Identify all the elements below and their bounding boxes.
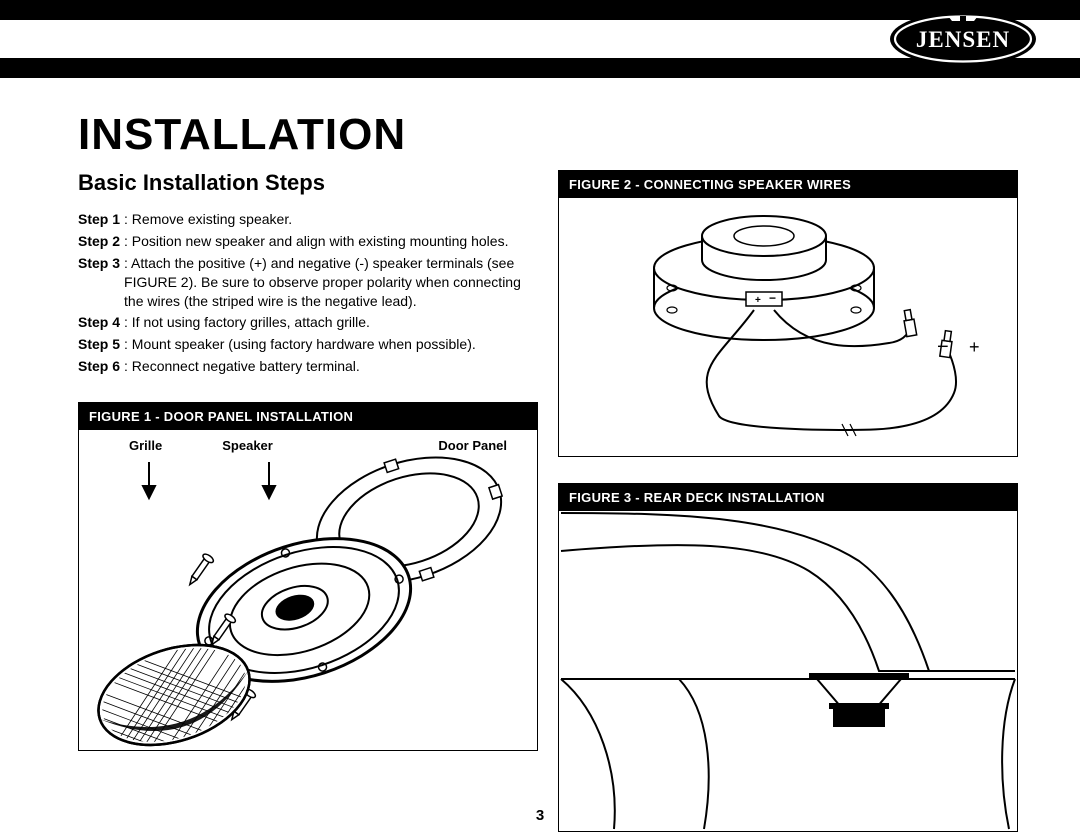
figure-2-minus: −: [937, 336, 949, 358]
step-label: Step 1: [78, 210, 120, 229]
step-text: : If not using factory grilles, attach g…: [120, 313, 370, 332]
figure-1-diagram: [79, 430, 537, 750]
svg-text:+: +: [755, 295, 761, 306]
page-title: INSTALLATION: [78, 110, 1040, 160]
figure-2: FIGURE 2 - CONNECTING SPEAKER WIRES: [558, 170, 1018, 457]
svg-text:−: −: [769, 291, 776, 305]
step-text: : Remove existing speaker.: [120, 210, 292, 229]
figure-1: FIGURE 1 - DOOR PANEL INSTALLATION Grill…: [78, 402, 538, 751]
step-label: Step 3: [78, 254, 120, 311]
figure-3-title: FIGURE 3 - REAR DECK INSTALLATION: [559, 484, 1017, 511]
content: INSTALLATION Basic Installation Steps St…: [78, 110, 1040, 804]
figure-2-plus: +: [969, 337, 980, 357]
figure-3-diagram: [559, 511, 1017, 831]
figure-1-label-doorpanel: Door Panel: [438, 438, 507, 453]
step-2: Step 2 : Position new speaker and align …: [78, 232, 538, 251]
step-label: Step 6: [78, 357, 120, 376]
step-4: Step 4 : If not using factory grilles, a…: [78, 313, 538, 332]
step-text: : Attach the positive (+) and negative (…: [120, 254, 538, 311]
figure-2-diagram: + −: [559, 198, 1017, 456]
steps-list: Step 1 : Remove existing speaker. Step 2…: [78, 210, 538, 376]
step-text: : Mount speaker (using factory hardware …: [120, 335, 476, 354]
brand-text: JENSEN: [916, 27, 1010, 52]
figure-1-label-speaker: Speaker: [222, 438, 273, 453]
step-6: Step 6 : Reconnect negative battery term…: [78, 357, 538, 376]
section-subtitle: Basic Installation Steps: [78, 170, 538, 196]
right-column: FIGURE 2 - CONNECTING SPEAKER WIRES: [558, 170, 1018, 832]
figure-1-label-grille: Grille: [129, 438, 162, 453]
step-label: Step 4: [78, 313, 120, 332]
step-text: : Position new speaker and align with ex…: [120, 232, 508, 251]
brand-logo: JENSEN: [888, 10, 1038, 68]
step-1: Step 1 : Remove existing speaker.: [78, 210, 538, 229]
step-label: Step 2: [78, 232, 120, 251]
figure-3: FIGURE 3 - REAR DECK INSTALLATION: [558, 483, 1018, 832]
step-3: Step 3 : Attach the positive (+) and neg…: [78, 254, 538, 311]
figure-2-body: + −: [559, 198, 1017, 456]
figure-2-title: FIGURE 2 - CONNECTING SPEAKER WIRES: [559, 171, 1017, 198]
left-column: Basic Installation Steps Step 1 : Remove…: [78, 170, 538, 832]
step-label: Step 5: [78, 335, 120, 354]
step-5: Step 5 : Mount speaker (using factory ha…: [78, 335, 538, 354]
figure-1-title: FIGURE 1 - DOOR PANEL INSTALLATION: [79, 403, 537, 430]
figure-3-body: [559, 511, 1017, 831]
page: JENSEN INSTALLATION Basic Installation S…: [0, 0, 1080, 834]
step-text: : Reconnect negative battery terminal.: [120, 357, 360, 376]
page-number: 3: [536, 807, 544, 824]
figure-1-body: Grille Speaker Door Panel: [79, 430, 537, 750]
